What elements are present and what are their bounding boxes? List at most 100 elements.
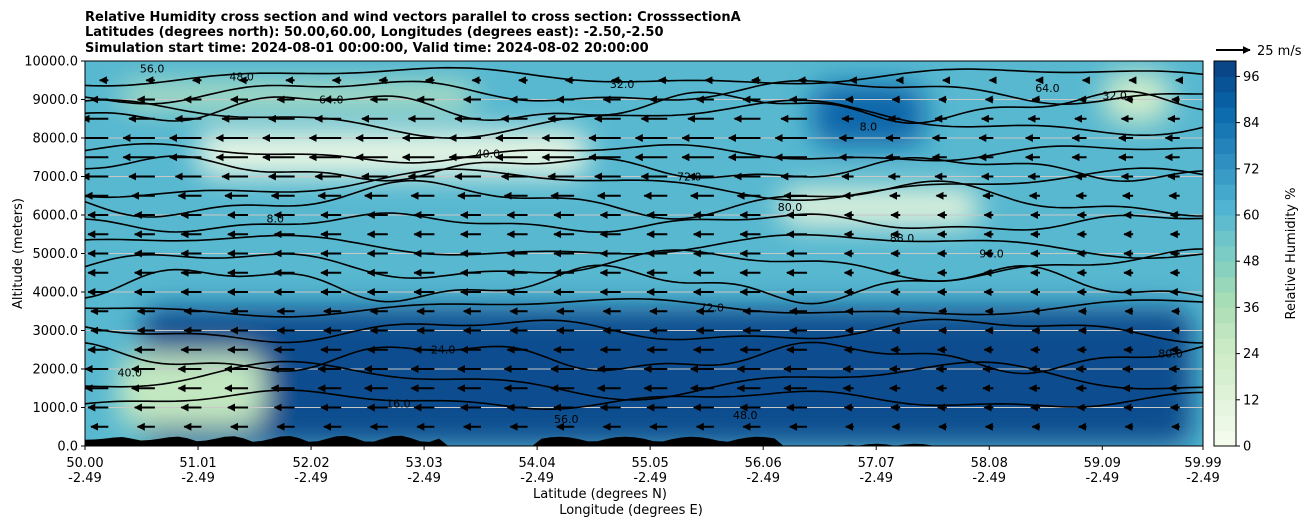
colorbar-tick-label: 84 (1243, 116, 1260, 131)
contour-line (85, 90, 1203, 124)
colorbar-step (1214, 307, 1236, 324)
humidity-region (196, 130, 589, 177)
colorbar-step (1214, 168, 1236, 185)
contour-line (85, 66, 1203, 87)
humidity-region (118, 84, 477, 108)
y-tick-label: 3000.0 (33, 324, 79, 339)
colorbar-tick-label: 96 (1243, 70, 1260, 85)
plot-area: 56.048.064.032.040.08.072.080.088.096.02… (84, 60, 1204, 447)
y-axis-label: Altitude (meters) (11, 198, 26, 309)
x-tick-label-lat: 51.01 (179, 456, 216, 471)
contour-line (85, 179, 1203, 220)
contour-label: 24.0 (431, 344, 456, 357)
colorbar-tick-label: 48 (1243, 255, 1260, 270)
colorbar-tick-label: 72 (1243, 162, 1260, 177)
contour-label: 80.0 (778, 201, 803, 214)
colorbar-step (1214, 399, 1236, 416)
x-tick-label-lat: 59.09 (1084, 456, 1121, 471)
x-tick-label-lon: -2.49 (294, 471, 328, 486)
contour-line (85, 264, 1203, 305)
x-tick-label-lat: 53.03 (405, 456, 442, 471)
contour-label: 16.0 (386, 398, 411, 411)
contour-line (85, 248, 1203, 282)
contour-label: 8.0 (860, 120, 878, 133)
x-axis-label-latitude: Latitude (degrees N) (533, 487, 667, 502)
x-tick-label-lon: -2.49 (407, 471, 441, 486)
colorbar-step (1214, 184, 1236, 201)
y-tick-label: 10000.0 (24, 55, 78, 70)
contour-label: 72.0 (699, 301, 724, 314)
title-line-3: Simulation start time: 2024-08-01 00:00:… (85, 41, 649, 56)
contour-line (85, 360, 1203, 401)
colorbar-frame (1213, 60, 1237, 447)
y-tick-label: 5000.0 (33, 247, 79, 262)
contour-label: 48.0 (733, 409, 758, 422)
humidity-region (140, 307, 1193, 446)
colorbar-step (1214, 353, 1236, 370)
quiver-key: 25 m/s (1216, 44, 1302, 59)
colorbar-step (1214, 338, 1236, 355)
x-tick-label-lon: -2.49 (859, 471, 893, 486)
contour-label: 64.0 (1035, 82, 1060, 95)
contour-line (85, 298, 1203, 318)
colorbar-step (1214, 138, 1236, 154)
y-tick-label: 4000.0 (33, 286, 79, 301)
x-tick-label-lon: -2.49 (68, 471, 102, 486)
humidity-region (1103, 72, 1171, 123)
colorbar-ticks: 0 12 24 36 48 60 72 84 96 (1236, 70, 1260, 455)
x-tick-label-lat: 50.00 (66, 456, 103, 471)
humidity-region (812, 84, 925, 146)
x-tick-label-lon: -2.49 (520, 471, 554, 486)
y-tick-label: 1000.0 (33, 401, 79, 416)
terrain (85, 435, 1203, 446)
colorbar-step (1214, 322, 1236, 339)
x-axis-label-longitude: Longitude (degrees E) (559, 503, 703, 518)
x-tick-label-lat: 54.04 (519, 456, 556, 471)
colorbar-tick-label: 24 (1243, 347, 1260, 362)
x-tick-label-lon: -2.49 (746, 471, 780, 486)
colorbar-step (1214, 153, 1236, 170)
x-tick-label-lat: 57.07 (858, 456, 895, 471)
colorbar-step (1214, 76, 1236, 93)
title-line-2: Latitudes (degrees north): 50.00,60.00, … (85, 25, 664, 40)
colorbar-step (1214, 107, 1236, 124)
humidity-region (778, 188, 981, 227)
x-tick-label-lat: 56.06 (745, 456, 782, 471)
y-tick-label: 2000.0 (33, 363, 79, 378)
x-tick-label-lat: 55.05 (632, 456, 669, 471)
contour-line (85, 155, 1203, 183)
wind-vectors (85, 76, 1184, 431)
colorbar-step (1214, 230, 1236, 247)
colorbar-tick-label: 0 (1243, 440, 1251, 455)
colorbar-step (1214, 122, 1236, 139)
colorbar-label: Relative Humidity % (1284, 188, 1299, 320)
x-tick-label-lon: -2.49 (1085, 471, 1119, 486)
x-tick-label-lon: -2.49 (181, 471, 215, 486)
x-tick-label-lon: -2.49 (1186, 471, 1220, 486)
x-tick-label-lat: 59.99 (1184, 456, 1221, 471)
title-line-1: Relative Humidity cross section and wind… (85, 10, 741, 25)
y-tick-label: 8000.0 (33, 132, 79, 147)
colorbar-step (1214, 215, 1236, 231)
colorbar: 0 12 24 36 48 60 72 84 96 Relative Humidity % (1213, 60, 1299, 455)
y-tick-label: 6000.0 (33, 209, 79, 224)
colorbar-step (1214, 199, 1236, 216)
colorbar-step (1214, 276, 1236, 293)
x-axis: 50.00-2.4951.01-2.4952.02-2.4953.03-2.49… (66, 446, 1222, 486)
colorbar-tick-label: 36 (1243, 301, 1260, 316)
colorbar-tick-label: 60 (1243, 209, 1260, 224)
y-tick-label: 0.0 (57, 440, 78, 455)
contour-label: 56.0 (554, 413, 579, 426)
x-tick-label-lon: -2.49 (633, 471, 667, 486)
colorbar-step (1214, 292, 1236, 308)
colorbar-step (1214, 384, 1236, 401)
colorbar-step (1214, 261, 1236, 278)
colorbar-step (1214, 369, 1236, 385)
x-tick-label-lat: 58.08 (971, 456, 1008, 471)
humidity-field (118, 72, 1193, 446)
contour-line (85, 142, 1203, 164)
contour-label: 48.0 (229, 70, 254, 83)
x-tick-label-lon: -2.49 (972, 471, 1006, 486)
y-tick-label: 9000.0 (33, 93, 79, 108)
